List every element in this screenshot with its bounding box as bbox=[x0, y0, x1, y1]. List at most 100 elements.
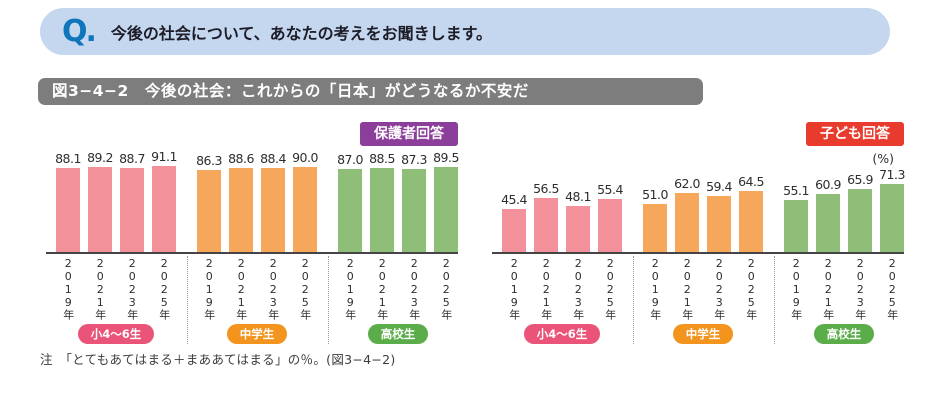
bar-cell: 51.0 bbox=[642, 186, 668, 252]
bar bbox=[402, 169, 426, 252]
chart-parent-responses: 保護者回答 88.1 89.2 88.7 91.1 86.3 88.6 88.4 90.0 87.… bbox=[46, 122, 459, 344]
year-label: 2025年 bbox=[880, 257, 904, 320]
bar-group: 86.3 88.6 88.4 90.0 bbox=[196, 149, 318, 252]
year-label-text: 2019年 bbox=[61, 257, 75, 320]
bar-cell: 45.4 bbox=[501, 191, 527, 252]
year-label: 2019年 bbox=[643, 257, 667, 320]
bar bbox=[434, 167, 458, 252]
bar bbox=[675, 193, 699, 252]
bar-cell: 59.4 bbox=[706, 178, 732, 252]
question-text: 今後の社会について、あなたの考えをお聞きします。 bbox=[110, 23, 493, 43]
bar bbox=[598, 199, 622, 252]
x-group: 2019年 2021年 2023年 2025年 高校生 bbox=[338, 254, 458, 344]
year-label: 2021年 bbox=[816, 257, 840, 320]
bar bbox=[152, 165, 176, 252]
year-label: 2023年 bbox=[566, 257, 590, 320]
year-label: 2023年 bbox=[402, 257, 426, 320]
bar bbox=[120, 167, 144, 252]
year-label: 2021年 bbox=[675, 257, 699, 320]
question-banner: Q. 今後の社会について、あなたの考えをお聞きします。 bbox=[40, 8, 890, 55]
year-labels: 2019年 2021年 2023年 2025年 bbox=[56, 257, 176, 320]
year-label: 2021年 bbox=[370, 257, 394, 320]
year-label: 2019年 bbox=[502, 257, 526, 320]
x-axis-area: 2019年 2021年 2023年 2025年 小4〜6生 2019年 2021年 2023年… bbox=[492, 254, 904, 344]
bar-cell: 88.7 bbox=[119, 150, 145, 252]
bar-cell: 87.3 bbox=[401, 152, 427, 252]
bar-value-label: 48.1 bbox=[565, 189, 591, 205]
x-group: 2019年 2021年 2023年 2025年 中学生 bbox=[643, 254, 763, 344]
year-label-text: 2023年 bbox=[266, 257, 280, 320]
bar-cell: 62.0 bbox=[674, 176, 700, 252]
year-label: 2025年 bbox=[598, 257, 622, 320]
bar-value-label: 65.9 bbox=[847, 172, 873, 188]
bar-group: 55.1 60.9 65.9 71.3 bbox=[783, 167, 905, 252]
year-label: 2025年 bbox=[293, 257, 317, 320]
bar-group: 88.1 89.2 88.7 91.1 bbox=[55, 149, 177, 252]
bar-value-label: 45.4 bbox=[501, 191, 527, 207]
bar-cell: 89.2 bbox=[87, 150, 113, 252]
bar-value-label: 87.3 bbox=[401, 152, 427, 168]
x-group: 2019年 2021年 2023年 2025年 小4〜6生 bbox=[56, 254, 176, 344]
year-label-text: 2021年 bbox=[234, 257, 248, 320]
chart-child-responses: 子ども回答 (%) 45.4 56.5 48.1 55.4 51.0 62.0 59.4 64.5… bbox=[492, 122, 905, 344]
year-label-text: 2025年 bbox=[157, 257, 171, 320]
bar-value-label: 87.0 bbox=[337, 152, 363, 168]
bar-value-label: 51.0 bbox=[642, 186, 668, 202]
year-label-text: 2019年 bbox=[343, 257, 357, 320]
bar-cell: 88.6 bbox=[228, 150, 254, 252]
year-label: 2019年 bbox=[197, 257, 221, 320]
year-label-text: 2019年 bbox=[789, 257, 803, 320]
year-label: 2025年 bbox=[434, 257, 458, 320]
bar-cell: 91.1 bbox=[151, 149, 177, 252]
year-label-text: 2021年 bbox=[93, 257, 107, 320]
bar-cell: 56.5 bbox=[533, 181, 559, 252]
bar bbox=[197, 170, 221, 252]
year-label-text: 2025年 bbox=[744, 257, 758, 320]
year-label: 2023年 bbox=[120, 257, 144, 320]
year-label-text: 2021年 bbox=[821, 257, 835, 320]
bar bbox=[338, 169, 362, 252]
bar-value-label: 71.3 bbox=[879, 167, 905, 183]
bar-value-label: 88.1 bbox=[55, 151, 81, 167]
year-label-text: 2021年 bbox=[539, 257, 553, 320]
group-badge: 高校生 bbox=[813, 324, 875, 344]
group-badge: 中学生 bbox=[226, 324, 288, 344]
bar bbox=[370, 167, 394, 252]
bar bbox=[643, 203, 667, 252]
year-label: 2023年 bbox=[848, 257, 872, 320]
bar-cell: 60.9 bbox=[815, 177, 841, 252]
bar-group: 51.0 62.0 59.4 64.5 bbox=[642, 174, 764, 252]
group-divider bbox=[622, 254, 643, 344]
bar-value-label: 90.0 bbox=[292, 149, 318, 165]
bar bbox=[880, 184, 904, 252]
bar-value-label: 88.7 bbox=[119, 150, 145, 166]
bar bbox=[261, 168, 285, 252]
year-labels: 2019年 2021年 2023年 2025年 bbox=[643, 257, 763, 320]
bar bbox=[848, 189, 872, 252]
year-label-text: 2023年 bbox=[125, 257, 139, 320]
year-label-text: 2023年 bbox=[407, 257, 421, 320]
year-label-text: 2019年 bbox=[202, 257, 216, 320]
year-label: 2021年 bbox=[229, 257, 253, 320]
footnote: 注 「とてもあてはまる＋まああてはまる」の％。(図3−4−2) bbox=[40, 352, 396, 367]
group-badge: 中学生 bbox=[672, 324, 734, 344]
bar bbox=[784, 199, 808, 252]
year-label-text: 2025年 bbox=[603, 257, 617, 320]
bar-value-label: 88.6 bbox=[228, 150, 254, 166]
group-divider bbox=[763, 254, 784, 344]
plot-area: 45.4 56.5 48.1 55.4 51.0 62.0 59.4 64.5 55.1 60.9… bbox=[492, 150, 905, 254]
bar-value-label: 59.4 bbox=[706, 178, 732, 194]
year-label-text: 2019年 bbox=[648, 257, 662, 320]
bar bbox=[566, 206, 590, 252]
year-label-text: 2025年 bbox=[885, 257, 899, 320]
bar-cell: 65.9 bbox=[847, 172, 873, 252]
bar-value-label: 86.3 bbox=[196, 153, 222, 168]
plot-area: 88.1 89.2 88.7 91.1 86.3 88.6 88.4 90.0 87.0 88.5… bbox=[46, 149, 459, 254]
unit-label: (%) bbox=[872, 151, 894, 166]
bar-cell: 55.4 bbox=[597, 182, 623, 252]
group-badge: 高校生 bbox=[367, 324, 429, 344]
bar bbox=[739, 190, 763, 252]
bar bbox=[502, 208, 526, 252]
bar bbox=[534, 198, 558, 252]
